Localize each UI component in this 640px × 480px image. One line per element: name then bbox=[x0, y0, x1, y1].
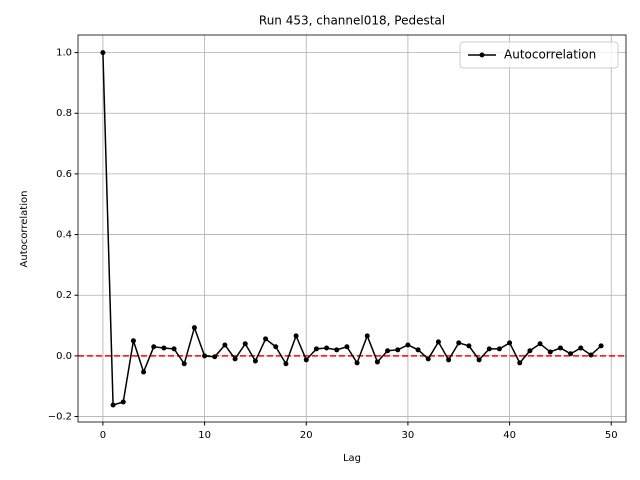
x-tick-label: 0 bbox=[100, 430, 106, 441]
data-point bbox=[212, 354, 218, 360]
data-point bbox=[334, 347, 340, 353]
data-point bbox=[466, 343, 472, 349]
data-point bbox=[171, 346, 177, 352]
y-tick-label: −0.2 bbox=[48, 412, 72, 423]
data-point bbox=[446, 357, 452, 363]
legend-label: Autocorrelation bbox=[504, 48, 596, 62]
data-point bbox=[588, 352, 594, 358]
data-point bbox=[303, 357, 309, 363]
data-point bbox=[242, 341, 248, 347]
data-point bbox=[456, 340, 462, 346]
data-point bbox=[415, 347, 421, 353]
data-point bbox=[435, 339, 441, 345]
data-point bbox=[395, 347, 401, 353]
y-tick-label: 0.2 bbox=[56, 290, 72, 301]
data-point bbox=[313, 346, 319, 352]
x-tick-label: 30 bbox=[402, 430, 415, 441]
data-point bbox=[222, 342, 228, 348]
data-point bbox=[385, 348, 391, 354]
y-tick-label: 0.0 bbox=[56, 351, 72, 362]
data-point bbox=[181, 361, 187, 367]
x-tick-label: 40 bbox=[503, 430, 516, 441]
data-point bbox=[425, 356, 431, 362]
data-point bbox=[578, 345, 584, 351]
data-point bbox=[252, 358, 258, 364]
data-point bbox=[547, 349, 553, 355]
data-point bbox=[517, 360, 523, 366]
data-point bbox=[344, 344, 350, 350]
y-tick-label: 0.4 bbox=[56, 230, 72, 241]
chart-title: Run 453, channel018, Pedestal bbox=[259, 14, 445, 28]
x-tick-label: 50 bbox=[605, 430, 618, 441]
y-tick-label: 1.0 bbox=[56, 48, 72, 59]
data-point bbox=[232, 356, 238, 362]
data-point bbox=[324, 345, 330, 351]
data-point bbox=[293, 333, 299, 339]
data-point bbox=[557, 345, 563, 351]
data-point bbox=[364, 333, 370, 339]
data-point bbox=[476, 357, 482, 363]
data-point bbox=[598, 343, 604, 349]
data-point bbox=[130, 338, 136, 344]
data-point bbox=[374, 359, 380, 365]
data-point bbox=[191, 325, 197, 331]
plot-frame bbox=[77, 34, 627, 423]
data-point bbox=[507, 340, 513, 346]
data-point bbox=[161, 345, 167, 351]
data-point bbox=[283, 361, 289, 367]
x-tick-label: 20 bbox=[300, 430, 313, 441]
data-point bbox=[568, 351, 574, 357]
data-point bbox=[202, 353, 208, 359]
y-tick-label: 0.8 bbox=[56, 108, 72, 119]
data-point bbox=[151, 344, 157, 350]
data-point bbox=[110, 402, 116, 408]
series-line bbox=[102, 52, 602, 407]
y-axis-label: Autocorrelation bbox=[19, 191, 30, 268]
x-axis-label: Lag bbox=[343, 453, 361, 464]
data-point bbox=[141, 369, 147, 375]
y-tick-label: 0.6 bbox=[56, 169, 72, 180]
data-point bbox=[273, 344, 279, 350]
data-point bbox=[527, 348, 533, 354]
data-point bbox=[354, 360, 360, 366]
data-point bbox=[120, 399, 126, 405]
data-point bbox=[486, 346, 492, 352]
data-point bbox=[100, 50, 106, 56]
data-point bbox=[537, 341, 543, 347]
x-tick-label: 10 bbox=[198, 430, 211, 441]
data-point bbox=[496, 346, 502, 352]
legend-box bbox=[459, 41, 619, 69]
data-point bbox=[405, 342, 411, 348]
legend-marker bbox=[479, 52, 485, 58]
data-point bbox=[263, 336, 269, 342]
